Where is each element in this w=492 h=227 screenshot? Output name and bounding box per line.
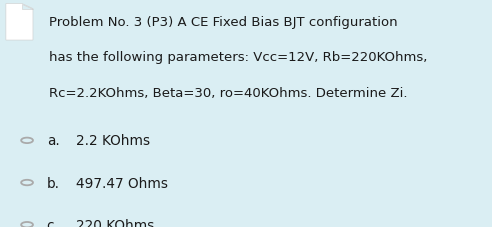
Text: 497.47 Ohms: 497.47 Ohms [76,176,168,190]
Text: has the following parameters: Vcc=12V, Rb=220KOhms,: has the following parameters: Vcc=12V, R… [49,51,428,64]
Text: a.: a. [47,134,60,148]
Text: Problem No. 3 (P3) A CE Fixed Bias BJT configuration: Problem No. 3 (P3) A CE Fixed Bias BJT c… [49,16,398,29]
Text: Rc=2.2KOhms, Beta=30, ro=40KOhms. Determine Zi.: Rc=2.2KOhms, Beta=30, ro=40KOhms. Determ… [49,86,408,99]
Polygon shape [22,5,33,10]
Text: 220 KOhms: 220 KOhms [76,218,154,227]
Polygon shape [6,5,33,41]
Text: c.: c. [47,218,59,227]
Text: b.: b. [47,176,60,190]
Text: 2.2 KOhms: 2.2 KOhms [76,134,151,148]
